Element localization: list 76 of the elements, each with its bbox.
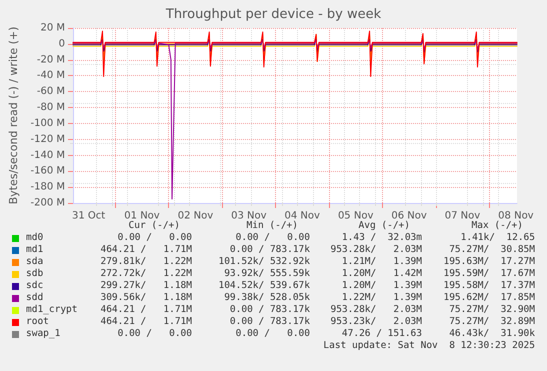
- x-tick-label: 01 Nov: [124, 210, 160, 222]
- y-tick-label: -200 M: [30, 198, 65, 208]
- y-tick-label: -60 M: [36, 86, 65, 98]
- text: 0.00 / 0.00: [118, 328, 192, 339]
- text: 309.56k/ 1.18M: [100, 292, 192, 303]
- text: 0.00 / 0.00: [236, 232, 310, 243]
- x-tick-label: 06 Nov: [391, 210, 427, 222]
- text: 0.00 / 0.00: [118, 232, 192, 243]
- text: 75.27M/ 32.90M: [449, 304, 535, 315]
- chart-title: Throughput per device - by week: [164, 7, 382, 22]
- text: 195.62M/ 17.85M: [443, 292, 535, 303]
- x-tick-label: 05 Nov: [338, 210, 374, 222]
- x-tick-label: 31 Oct: [72, 210, 106, 222]
- text: Last update: Sat Nov 8 12:30:23 2025: [323, 340, 535, 351]
- legend-label: sdd: [26, 292, 44, 303]
- text: 195.63M/ 17.27M: [443, 256, 535, 267]
- text: 46.43k/ 31.90k: [449, 328, 535, 339]
- text: 0.00 / 783.17k: [230, 244, 310, 255]
- x-tick-label: 04 Nov: [284, 210, 320, 222]
- x-tick-label: 03 Nov: [231, 210, 267, 222]
- legend-label: swap_1: [26, 328, 60, 339]
- y-tick-label: -100 M: [30, 118, 65, 129]
- text: 953.28k/ 2.03M: [330, 244, 422, 255]
- y-tick-label: -120 M: [30, 134, 65, 145]
- y-axis-title: Bytes/second read (-) / write (+): [7, 26, 20, 204]
- legend-label: sda: [26, 256, 44, 267]
- y-tick-label: -40 M: [36, 70, 65, 82]
- text: 279.81k/ 1.22M: [100, 256, 192, 267]
- line-series: [72, 38, 518, 52]
- text: 0.00 / 783.17k: [230, 316, 310, 327]
- x-tick-label: 02 Nov: [178, 210, 214, 222]
- legend-label: md1_crypt: [26, 304, 78, 315]
- text: 195.59M/ 17.67M: [443, 268, 535, 279]
- text: 93.92k/ 555.59k: [224, 268, 310, 279]
- text: Min (-/+): [246, 220, 298, 231]
- text: 1.22M/ 1.39M: [342, 292, 422, 303]
- text: 104.52k/ 539.67k: [218, 280, 310, 291]
- legend-label: sdb: [26, 268, 44, 279]
- text: 195.58M/ 17.37M: [443, 280, 535, 291]
- y-tick-label: -140 M: [30, 150, 65, 161]
- text: 1.43 / 32.03m: [342, 232, 422, 243]
- text: 1.20M/ 1.42M: [342, 268, 422, 279]
- legend-label: md1: [26, 244, 44, 255]
- text: 464.21 / 1.71M: [100, 244, 192, 255]
- legend-label: sdc: [26, 280, 44, 291]
- text: 953.28k/ 2.03M: [330, 304, 422, 315]
- line-series: [72, 30, 518, 78]
- text: 953.23k/ 2.03M: [330, 316, 422, 327]
- text: 299.27k/ 1.18M: [100, 280, 192, 291]
- x-tick-label: 07 Nov: [444, 210, 480, 222]
- y-tick-label: 0: [58, 38, 65, 50]
- text: 464.21 / 1.71M: [100, 304, 192, 315]
- legend-label: root: [26, 316, 49, 327]
- text: 75.27M/ 30.85M: [449, 244, 535, 255]
- text: 272.72k/ 1.22M: [100, 268, 192, 279]
- y-tick-label: -160 M: [30, 166, 65, 177]
- text: 1.20M/ 1.39M: [342, 280, 422, 291]
- y-tick-label: -180 M: [30, 182, 65, 193]
- text: 0.00 / 0.00: [236, 328, 310, 339]
- text: 1.21M/ 1.39M: [342, 256, 422, 267]
- text: 101.52k/ 532.92k: [218, 256, 310, 267]
- text: 75.27M/ 32.89M: [449, 316, 535, 327]
- text: Cur (-/+): [128, 220, 180, 231]
- y-tick-label: -20 M: [36, 54, 65, 66]
- x-tick-label: 08 Nov: [498, 210, 534, 222]
- y-tick-label: -80 M: [36, 102, 65, 114]
- y-tick-label: 20 M: [40, 22, 65, 34]
- legend-label: md0: [26, 232, 44, 243]
- text: Avg (-/+): [358, 220, 410, 231]
- text: 464.21 / 1.71M: [100, 316, 192, 327]
- text: 0.00 / 783.17k: [230, 304, 310, 315]
- line-series: [72, 40, 518, 200]
- text: Max (-/+): [472, 220, 523, 231]
- text: 47.26 / 151.63: [342, 328, 422, 339]
- text: 1.41k/ 12.65: [460, 232, 535, 243]
- text: 99.38k/ 528.05k: [224, 292, 310, 303]
